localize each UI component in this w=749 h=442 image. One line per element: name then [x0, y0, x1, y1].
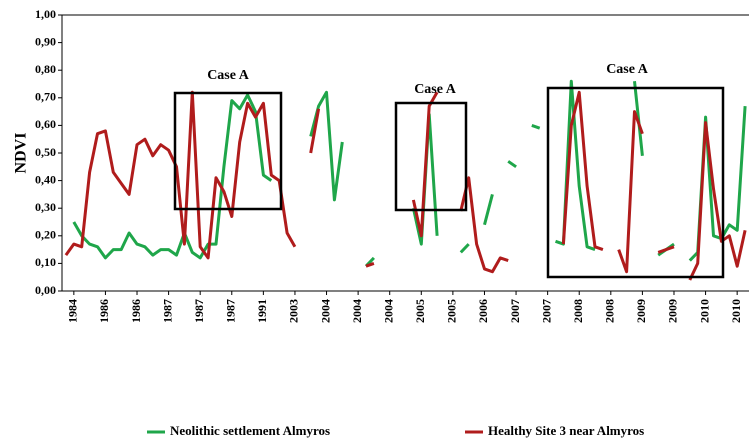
x-tick-label: 1986 — [97, 299, 111, 323]
y-axis-label: NDVI — [13, 133, 30, 174]
x-tick-label: 2007 — [508, 299, 522, 323]
x-tick-label: 2004 — [318, 299, 332, 323]
x-tick-label: 1986 — [129, 299, 143, 323]
annotation-box — [546, 86, 725, 279]
x-tick-label: 1991 — [255, 299, 269, 323]
y-tick-label: 0,50 — [35, 145, 56, 159]
x-tick-label: 2010 — [729, 299, 743, 323]
x-tick-label: 2008 — [571, 299, 585, 323]
y-tick-label: 0,30 — [35, 200, 56, 214]
y-tick-label: 0,10 — [35, 255, 56, 269]
annotation-label: Case A — [606, 62, 649, 77]
x-tick-label: 1984 — [66, 299, 80, 323]
annotation-label: Case A — [207, 68, 250, 83]
x-tick-label: 2005 — [413, 299, 427, 323]
y-tick-label: 0,70 — [35, 90, 56, 104]
x-tick-label: 2009 — [634, 299, 648, 323]
annotation-box — [173, 91, 283, 211]
y-tick-label: 0,90 — [35, 34, 56, 48]
x-tick-label: 2004 — [350, 299, 364, 323]
y-tick-label: 0,60 — [35, 117, 56, 131]
x-tick-label: 2009 — [666, 299, 680, 323]
x-tick-label: 2006 — [476, 299, 490, 323]
x-tick-label: 2008 — [603, 299, 617, 323]
annotation-box — [394, 101, 468, 212]
legend-label: Neolithic settlement Almyros — [170, 423, 330, 438]
x-tick-label: 1987 — [192, 299, 206, 323]
legend-label: Healthy Site 3 near Almyros — [488, 423, 644, 438]
y-tick-label: 0,80 — [35, 62, 56, 76]
x-tick-label: 2005 — [445, 299, 459, 323]
x-tick-label: 1987 — [224, 299, 238, 323]
annotation-label: Case A — [414, 82, 457, 97]
x-tick-label: 1987 — [160, 299, 174, 323]
y-tick-label: 0,00 — [35, 283, 56, 297]
x-tick-label: 2004 — [381, 299, 395, 323]
y-tick-label: 1,00 — [35, 7, 56, 21]
x-tick-label: 2007 — [539, 299, 553, 323]
series-line — [64, 90, 747, 281]
y-tick-label: 0,20 — [35, 228, 56, 242]
y-tick-label: 0,40 — [35, 172, 56, 186]
x-tick-label: 2010 — [697, 299, 711, 323]
x-tick-label: 2003 — [287, 299, 301, 323]
